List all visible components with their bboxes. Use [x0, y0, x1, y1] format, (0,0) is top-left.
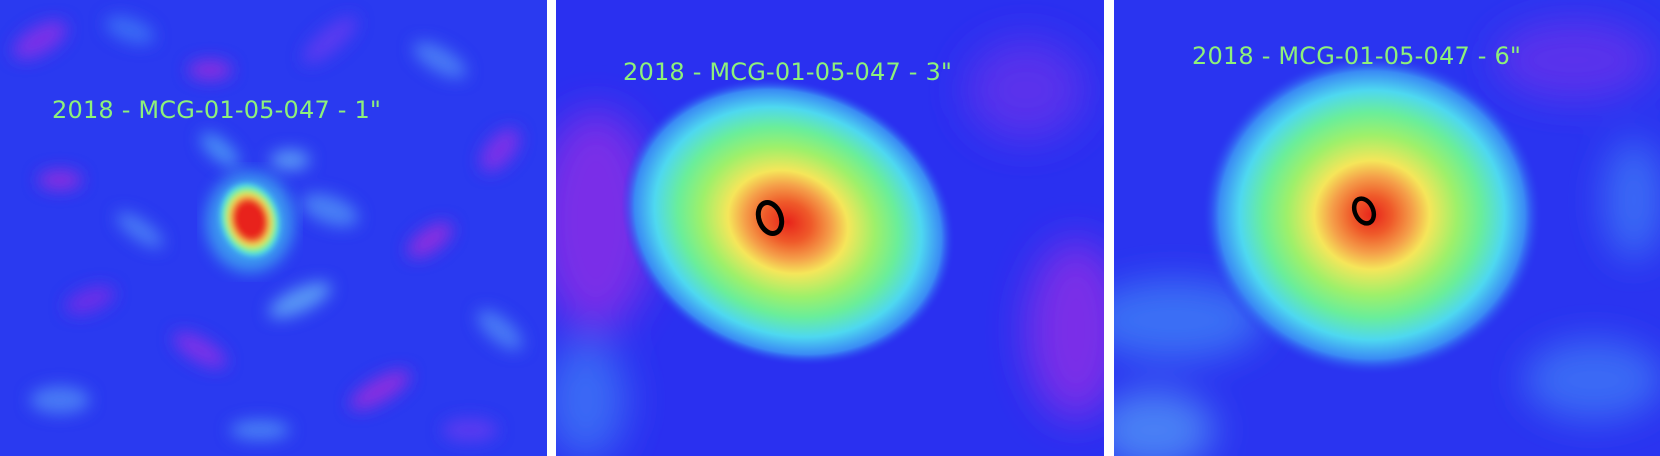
source-blob-1arcsec: [206, 172, 294, 272]
radio-map-6arcsec: [1114, 0, 1660, 456]
contour-line: [755, 200, 785, 236]
contour-line: [1351, 196, 1377, 226]
background-structure: [556, 40, 1104, 456]
noise-pattern: [13, 15, 523, 442]
radio-map-panel-3arcsec: 2018 - MCG-01-05-047 - 3": [556, 0, 1104, 456]
panel-label-3arcsec: 2018 - MCG-01-05-047 - 3": [623, 58, 953, 86]
radio-map-panel-1arcsec: 2018 - MCG-01-05-047 - 1": [0, 0, 547, 456]
panel-label-6arcsec: 2018 - MCG-01-05-047 - 6": [1192, 42, 1522, 70]
radio-map-panel-6arcsec: 2018 - MCG-01-05-047 - 6": [1114, 0, 1660, 456]
panel-label-1arcsec: 2018 - MCG-01-05-047 - 1": [52, 96, 382, 124]
source-blob-3arcsec: [621, 78, 955, 366]
radio-map-3arcsec: [556, 0, 1104, 456]
radio-map-1arcsec: [0, 0, 547, 456]
background-structure: [1114, 20, 1660, 456]
